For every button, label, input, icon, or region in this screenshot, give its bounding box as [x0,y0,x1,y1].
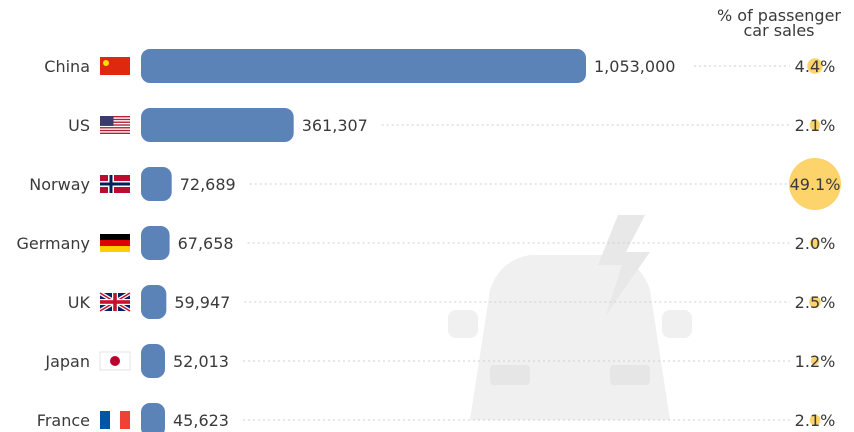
category-label: US [68,116,90,135]
share-bubble [809,237,821,249]
category-label: France [37,411,90,430]
share-label: 4.4% [795,57,836,76]
bar-germany [141,226,170,260]
share-bubble [810,356,820,366]
category-label: China [44,57,90,76]
share-label: 49.1% [790,175,841,194]
flag-uk-icon [98,291,132,313]
value-label: 72,689 [180,175,236,194]
value-label: 52,013 [173,352,229,371]
bar-uk [141,285,167,319]
bar-us [141,108,294,142]
category-label: Germany [16,234,90,253]
share-bubble [809,119,821,131]
share-header-line-1: % of passenger [717,6,841,25]
flag-japan-icon [99,351,131,371]
share-label: 2.5% [795,293,836,312]
flag-germany-icon [100,234,130,252]
share-label: 2.1% [795,116,836,135]
value-label: 361,307 [302,116,368,135]
flag-china-icon [100,57,130,75]
bar-japan [141,344,165,378]
share-header-line-2: car sales [743,21,815,40]
value-label: 59,947 [174,293,230,312]
share-label: 1.2% [795,352,836,371]
category-label: UK [68,293,91,312]
share-label: 2.0% [795,234,836,253]
bar-norway [141,167,172,201]
share-bubble [809,296,821,308]
share-column-header: % of passenger car sales [704,6,854,40]
value-label: 1,053,000 [594,57,675,76]
share-bubble [809,414,821,426]
flag-norway-icon [100,175,130,193]
category-label: Japan [44,352,90,371]
bar-france [141,403,165,432]
bar-china [141,49,586,83]
category-label: Norway [29,175,90,194]
flag-us-icon [100,116,130,134]
share-bubble [789,158,841,210]
value-label: 67,658 [178,234,234,253]
share-bubble [807,58,823,74]
flag-france-icon [100,411,130,429]
share-label: 2.1% [795,411,836,430]
value-label: 45,623 [173,411,229,430]
